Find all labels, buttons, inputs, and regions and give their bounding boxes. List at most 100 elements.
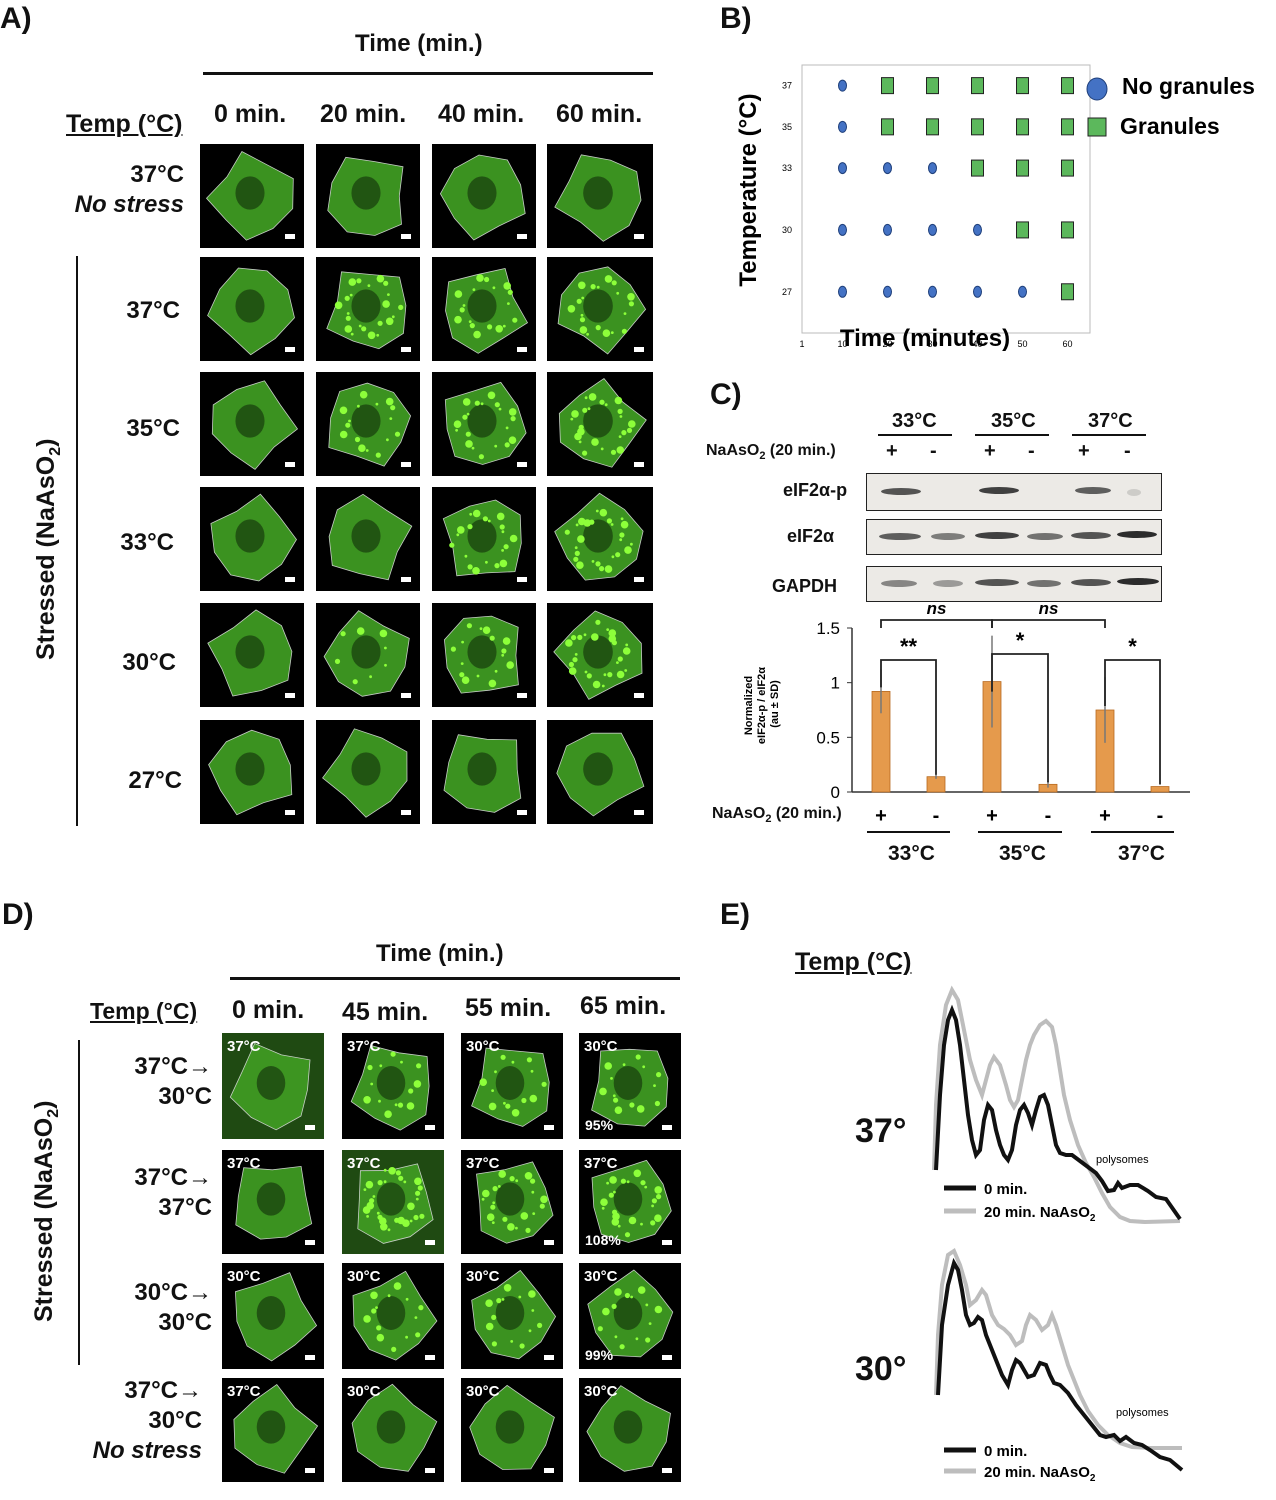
stress-granule <box>397 1216 405 1225</box>
stress-granule <box>613 1097 619 1103</box>
stress-granule <box>339 406 348 415</box>
y-tick-label: 35 <box>782 122 792 132</box>
scale-bar <box>285 347 295 352</box>
panel-a-col-0: 0 min. <box>214 100 287 128</box>
stress-granule <box>482 516 488 522</box>
stress-granule <box>356 278 362 284</box>
panel-c-bottom-temp-0: 33°C <box>888 842 935 865</box>
x-tick-label: 60 <box>1062 339 1072 349</box>
trace-20min-37 <box>932 985 1181 1225</box>
stress-granule <box>610 449 617 455</box>
stress-granule <box>603 673 607 677</box>
stress-granule <box>654 1186 662 1194</box>
stress-granule <box>377 1180 383 1186</box>
stress-granule <box>363 1315 371 1323</box>
scale-bar <box>285 693 295 698</box>
stress-granule <box>619 415 623 418</box>
stress-granule <box>611 280 617 286</box>
stress-granule <box>379 1217 387 1225</box>
stress-granule <box>651 1198 657 1204</box>
profile-37-temp: 37° <box>855 1112 907 1150</box>
cell-nucleus <box>467 519 497 553</box>
cell-nucleus <box>495 1182 525 1216</box>
stress-granule <box>584 670 588 674</box>
stress-granule <box>344 295 350 301</box>
stress-granule <box>363 1188 367 1191</box>
significance-marker: ** <box>900 634 918 659</box>
x-tick-label: 30 <box>927 339 937 349</box>
stress-granule <box>390 1051 396 1057</box>
stress-granule <box>469 512 473 516</box>
panel-c-top-rule-0 <box>878 434 952 436</box>
treatment-sign-top: - <box>930 440 937 462</box>
microscopy-cell-image <box>316 720 420 824</box>
cell-temp-tag: 37°C <box>227 1038 261 1055</box>
stress-granule <box>369 675 372 679</box>
stress-granule <box>608 1192 614 1198</box>
scale-bar <box>517 462 527 467</box>
stress-granule <box>511 1060 515 1064</box>
microscopy-cell-image <box>547 603 653 707</box>
stress-granule <box>359 390 368 399</box>
stress-granule <box>340 631 346 637</box>
stress-granule <box>506 661 514 669</box>
scale-bar <box>305 1240 315 1245</box>
panel-d-row-label-0: 37°C→ 30°C <box>80 1052 212 1112</box>
stress-granule <box>656 1194 662 1200</box>
cell-nucleus <box>235 404 265 438</box>
stress-granule <box>346 312 350 315</box>
stress-granule <box>370 1082 374 1086</box>
stress-granule <box>394 431 401 437</box>
stress-granule <box>395 1170 401 1176</box>
scale-bar <box>662 1125 672 1130</box>
stress-granule <box>613 1190 616 1194</box>
granules-point <box>971 77 984 95</box>
stress-granule <box>415 1332 421 1338</box>
y-tick-label: 27 <box>782 287 792 297</box>
microscopy-cell-image: 37°C <box>222 1150 324 1254</box>
stress-granule <box>413 1080 422 1088</box>
stress-granule <box>494 1070 497 1074</box>
cell-temp-tag: 37°C <box>347 1038 381 1055</box>
stress-granule <box>498 1170 506 1178</box>
cell-temp-tag: 30°C <box>466 1383 500 1400</box>
microscopy-cell-image <box>200 372 304 476</box>
stress-granule <box>528 1290 536 1298</box>
stress-granule <box>358 324 362 328</box>
stress-granule <box>590 284 596 290</box>
panel-c-treatment-label-top: NaAsO2 (20 min.) <box>706 442 836 463</box>
stress-granule <box>612 1094 616 1098</box>
microscopy-cell-image: 30°C <box>461 1033 563 1139</box>
scale-bar <box>517 693 527 698</box>
stress-granule <box>628 420 636 428</box>
stress-granule <box>583 633 587 637</box>
stress-granule <box>577 634 583 640</box>
x-tick-label: 50 <box>1017 339 1027 349</box>
cell-nucleus <box>235 635 265 669</box>
stress-granule <box>357 404 360 408</box>
stress-granule <box>487 391 496 400</box>
panel-d-temp-header: Temp (°C) <box>90 998 198 1024</box>
stress-granule <box>503 1284 512 1292</box>
stress-granule <box>380 1223 388 1231</box>
x-tick-label: 1 <box>799 339 804 349</box>
stress-granule <box>476 674 480 678</box>
scale-bar <box>517 810 527 815</box>
stress-granule <box>508 408 517 416</box>
stress-granule <box>454 315 462 324</box>
microscopy-cell-image: 37°C 108% <box>579 1150 681 1254</box>
y-tick-label: 37 <box>782 81 792 91</box>
y-tick-label: 30 <box>782 225 792 235</box>
stress-granule <box>449 542 455 548</box>
stress-granule <box>487 519 491 523</box>
stress-granule <box>387 1228 391 1232</box>
stress-granule <box>345 422 351 428</box>
stress-granule <box>611 1303 617 1309</box>
stress-granule <box>642 1065 646 1069</box>
microscopy-cell-image <box>316 257 420 361</box>
significance-bracket <box>991 653 1049 783</box>
stress-granule <box>650 1220 656 1226</box>
stress-granule <box>654 1305 663 1314</box>
no-granules-point <box>928 223 937 236</box>
stress-granule <box>497 1185 501 1188</box>
